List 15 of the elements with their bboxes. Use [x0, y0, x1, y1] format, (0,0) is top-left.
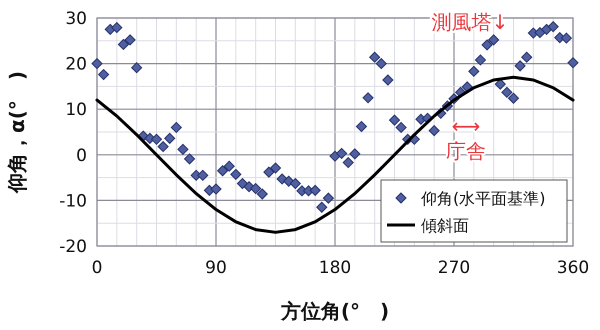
legend-label: 傾斜面 — [421, 216, 469, 235]
y-tick-label: -10 — [59, 191, 87, 212]
x-tick-label: 360 — [556, 258, 590, 278]
y-axis-title: 仰角，α(° ) — [5, 70, 29, 194]
x-tick-label: 90 — [205, 258, 227, 278]
y-tick-label: -20 — [59, 237, 87, 257]
y-tick-label: 0 — [76, 146, 87, 166]
y-tick-label: 10 — [65, 100, 87, 120]
y-tick-label: 30 — [65, 9, 87, 29]
y-tick-label: 20 — [65, 54, 87, 75]
x-tick-label: 180 — [318, 258, 352, 278]
x-tick-label: 270 — [438, 258, 470, 278]
legend-label: 仰角(水平面基準) — [421, 189, 546, 208]
x-tick-label: 0 — [92, 258, 102, 278]
x-axis-title: 方位角(° ) — [280, 299, 390, 323]
